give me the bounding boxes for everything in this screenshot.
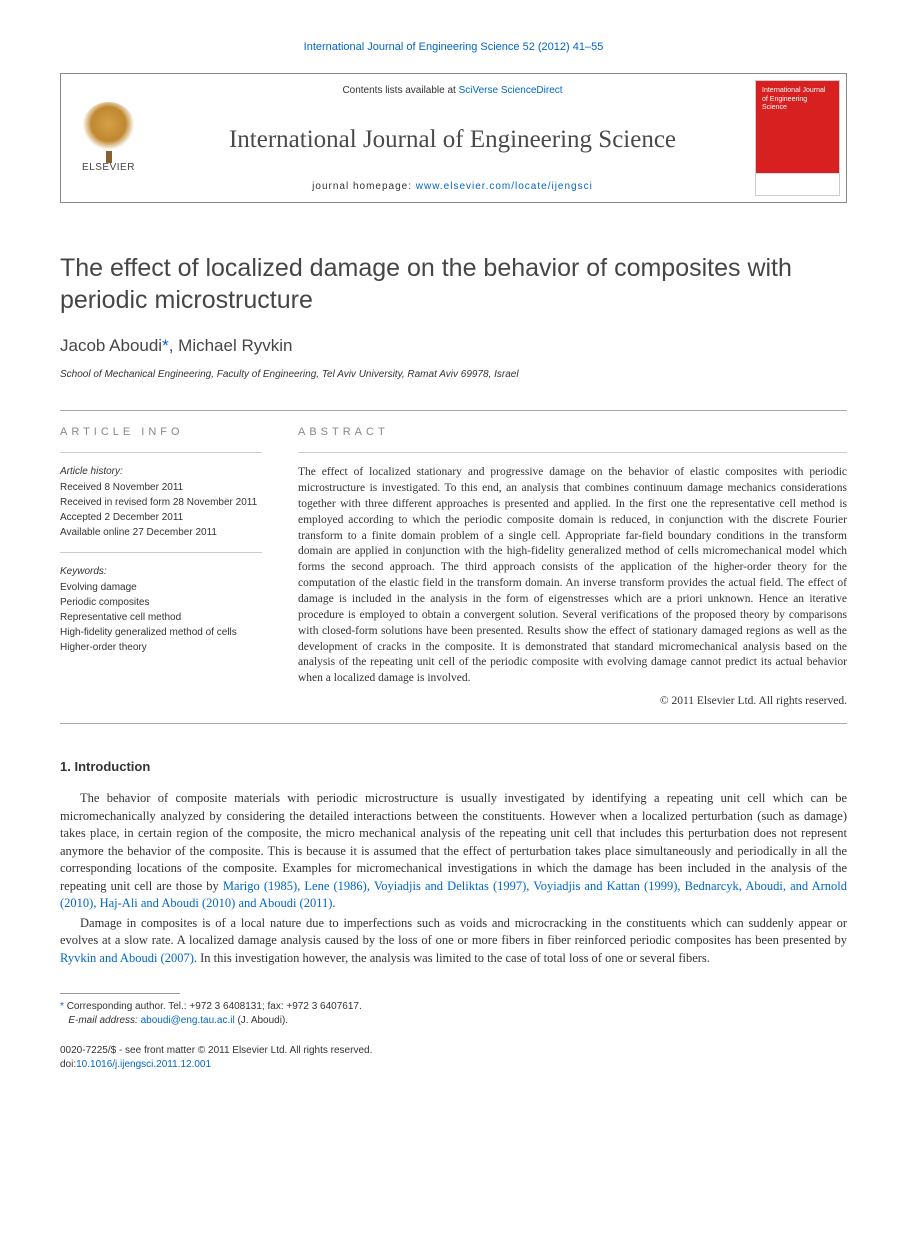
elsevier-tree-icon — [81, 102, 136, 157]
doi-label: doi: — [60, 1059, 76, 1070]
author-1[interactable]: Jacob Aboudi — [60, 336, 162, 355]
keyword-3: Representative cell method — [60, 611, 262, 625]
history-online: Available online 27 December 2011 — [60, 526, 262, 540]
abstract-divider — [298, 452, 847, 453]
footnote-separator — [60, 993, 180, 994]
homepage-line: journal homepage: www.elsevier.com/locat… — [312, 180, 593, 194]
keyword-1: Evolving damage — [60, 581, 262, 595]
keyword-4: High-fidelity generalized method of cell… — [60, 626, 262, 640]
p1-text-b: . — [332, 896, 335, 910]
footnote-corr-mark: * — [60, 1001, 64, 1012]
journal-cover-thumbnail[interactable]: International Journal of Engineering Sci… — [755, 80, 840, 196]
history-label: Article history: — [60, 465, 262, 479]
journal-title: International Journal of Engineering Sci… — [229, 122, 676, 157]
citation-link[interactable]: International Journal of Engineering Sci… — [304, 41, 604, 53]
doi-link[interactable]: 10.1016/j.ijengsci.2011.12.001 — [76, 1059, 211, 1070]
page-footer: 0020-7225/$ - see front matter © 2011 El… — [60, 1044, 847, 1072]
sciencedirect-link[interactable]: SciVerse ScienceDirect — [459, 85, 563, 96]
journal-header-box: ELSEVIER Contents lists available at Sci… — [60, 73, 847, 203]
keyword-2: Periodic composites — [60, 596, 262, 610]
info-divider-2 — [60, 552, 262, 553]
footnote-corr-text: Corresponding author. Tel.: +972 3 64081… — [67, 1001, 362, 1012]
p2-text-b: . In this investigation however, the ana… — [194, 951, 710, 965]
info-divider-1 — [60, 452, 262, 453]
author-2[interactable]: , Michael Ryvkin — [169, 336, 293, 355]
corresponding-email-link[interactable]: aboudi@eng.tau.ac.il — [141, 1015, 235, 1026]
footer-doi-line: doi:10.1016/j.ijengsci.2011.12.001 — [60, 1058, 847, 1072]
history-accepted: Accepted 2 December 2011 — [60, 511, 262, 525]
p2-citation-link[interactable]: Ryvkin and Aboudi (2007) — [60, 951, 194, 965]
section-1-heading: 1. Introduction — [60, 758, 847, 776]
header-center: Contents lists available at SciVerse Sci… — [156, 74, 749, 202]
corresponding-author-footnote: * Corresponding author. Tel.: +972 3 640… — [60, 1000, 847, 1028]
abstract-column: ABSTRACT The effect of localized station… — [280, 411, 847, 724]
abstract-heading: ABSTRACT — [298, 425, 847, 440]
keyword-5: Higher-order theory — [60, 641, 262, 655]
keywords-label: Keywords: — [60, 565, 262, 579]
article-title: The effect of localized damage on the be… — [60, 253, 847, 316]
contents-line: Contents lists available at SciVerse Sci… — [342, 84, 562, 98]
citation-line: International Journal of Engineering Sci… — [60, 40, 847, 55]
abstract-text: The effect of localized stationary and p… — [298, 465, 847, 687]
homepage-prefix: journal homepage: — [312, 181, 416, 192]
contents-prefix: Contents lists available at — [342, 85, 458, 96]
email-label: E-mail address: — [68, 1015, 137, 1026]
publisher-name: ELSEVIER — [82, 161, 135, 175]
cover-footer — [756, 173, 839, 195]
p1-text-a: The behavior of composite materials with… — [60, 791, 847, 893]
authors-line: Jacob Aboudi*, Michael Ryvkin — [60, 334, 847, 358]
corresponding-author-mark[interactable]: * — [162, 336, 169, 355]
p2-text-a: Damage in composites is of a local natur… — [60, 916, 847, 948]
article-info-heading: ARTICLE INFO — [60, 425, 262, 440]
intro-paragraph-2: Damage in composites is of a local natur… — [60, 915, 847, 968]
footer-copyright-line: 0020-7225/$ - see front matter © 2011 El… — [60, 1044, 847, 1058]
affiliation: School of Mechanical Engineering, Facult… — [60, 368, 847, 382]
info-abstract-container: ARTICLE INFO Article history: Received 8… — [60, 410, 847, 725]
publisher-logo[interactable]: ELSEVIER — [61, 74, 156, 202]
email-suffix: (J. Aboudi). — [235, 1015, 288, 1026]
cover-title: International Journal of Engineering Sci… — [756, 81, 839, 173]
history-received: Received 8 November 2011 — [60, 481, 262, 495]
history-revised: Received in revised form 28 November 201… — [60, 496, 262, 510]
abstract-copyright: © 2011 Elsevier Ltd. All rights reserved… — [298, 693, 847, 709]
article-info-column: ARTICLE INFO Article history: Received 8… — [60, 411, 280, 724]
homepage-link[interactable]: www.elsevier.com/locate/ijengsci — [416, 181, 593, 192]
intro-paragraph-1: The behavior of composite materials with… — [60, 790, 847, 913]
page-root: International Journal of Engineering Sci… — [0, 0, 907, 1112]
